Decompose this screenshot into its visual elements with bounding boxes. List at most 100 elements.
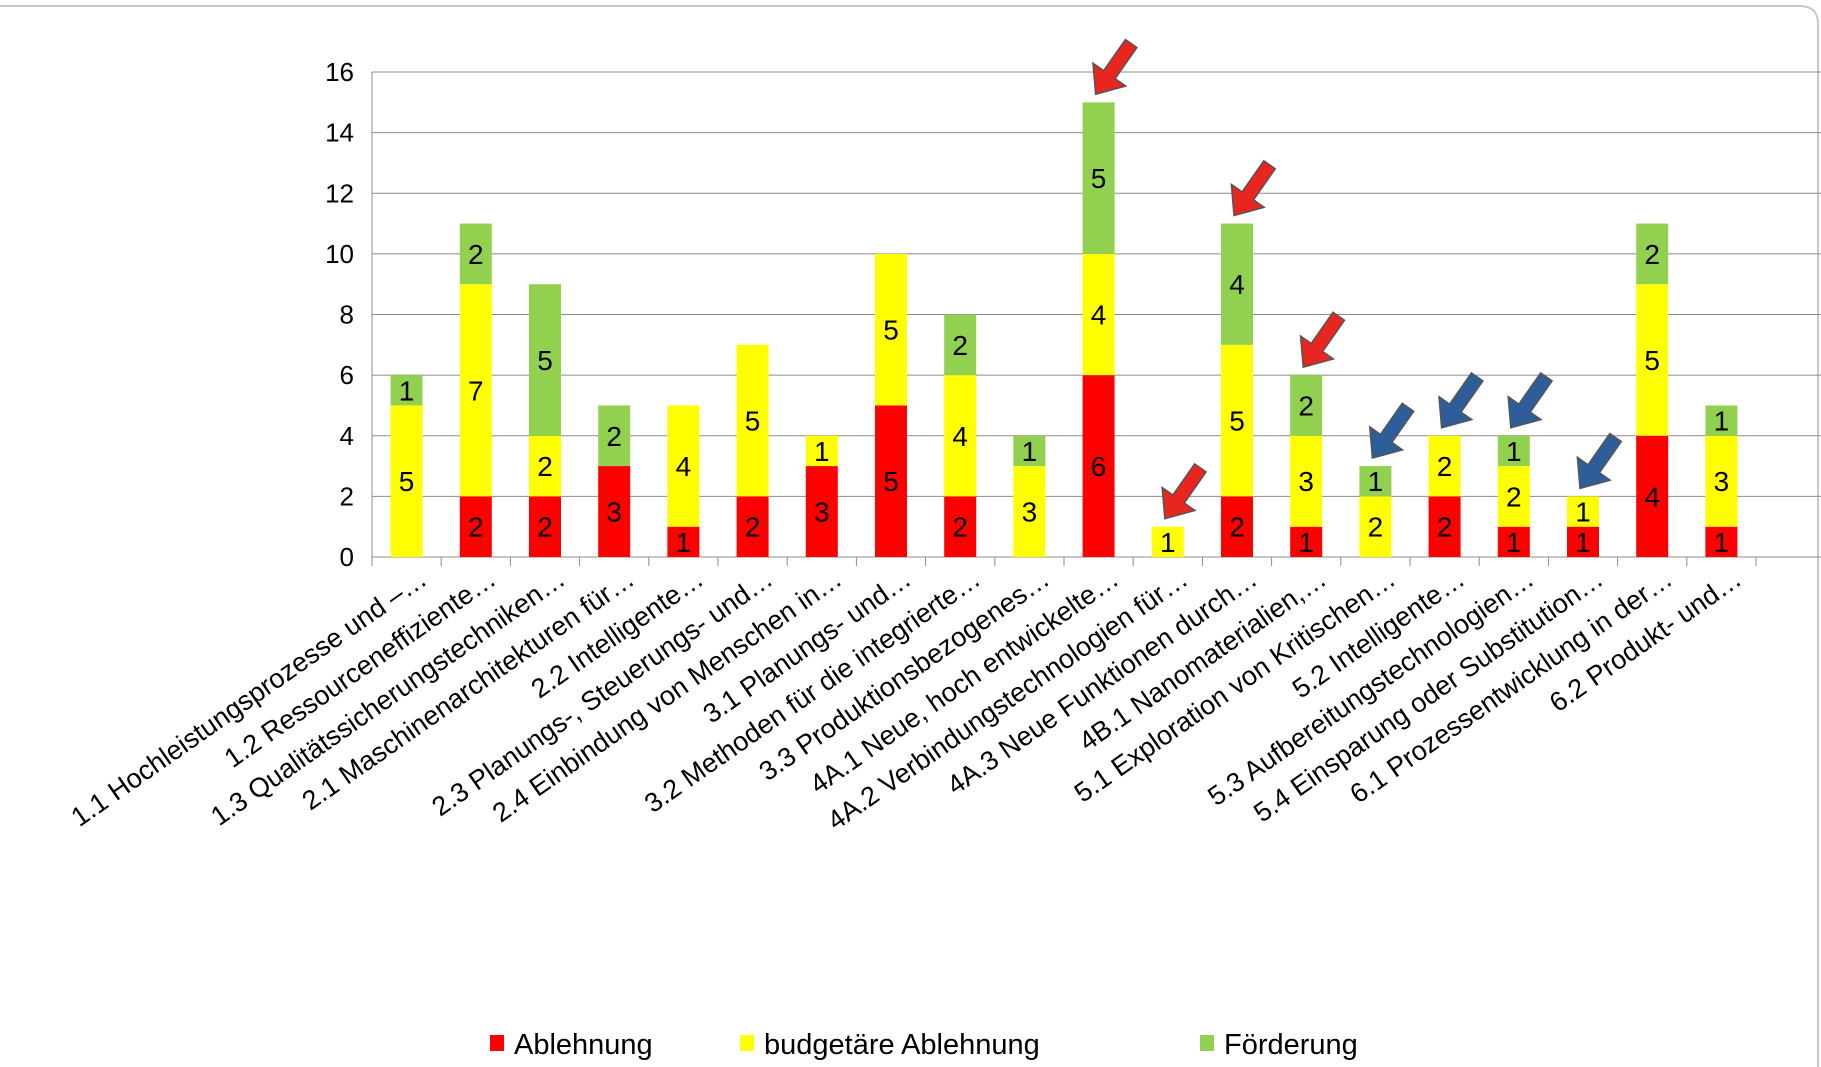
bar-ablehnung [736, 496, 769, 557]
arrow-icon [1230, 159, 1277, 217]
bar-budget-re-ablehnung [459, 284, 492, 497]
data-label: 5 [1091, 163, 1107, 194]
data-label: 1 [1160, 527, 1176, 558]
bar-f-rderung [459, 223, 492, 285]
data-label: 6 [1091, 451, 1107, 482]
legend: Ablehnung budgetäre Ablehnung Förderung [490, 1029, 1358, 1061]
data-label: 1 [1714, 406, 1730, 437]
data-label: 1 [1714, 527, 1730, 558]
bar-f-rderung [598, 405, 631, 467]
bar-budget-re-ablehnung [1221, 344, 1253, 497]
data-label: 2 [745, 512, 761, 543]
data-label: 1 [1298, 527, 1314, 558]
data-label: 2 [1229, 512, 1245, 543]
bar-ablehnung [598, 466, 631, 557]
x-tick-labels: 1.1 Hochleistungsprozesse und –…1.2 Ress… [66, 563, 1747, 836]
data-label: 2 [1368, 512, 1384, 543]
bar-budget-re-ablehnung [529, 435, 561, 497]
data-label: 1 [1022, 436, 1038, 467]
y-tick-label: 6 [340, 360, 354, 390]
bar-f-rderung [1290, 375, 1323, 436]
data-label: 1 [1575, 527, 1591, 558]
arrow-icon [1161, 462, 1208, 520]
data-label: 5 [399, 466, 415, 497]
data-label: 2 [1437, 451, 1453, 482]
y-tick-label: 8 [340, 300, 354, 330]
data-label: 3 [606, 497, 622, 528]
data-label: 1 [1368, 466, 1384, 497]
data-label: 1 [814, 436, 830, 467]
y-tick-label: 2 [340, 481, 354, 511]
bar-budget-re-ablehnung [805, 435, 838, 467]
data-label: 2 [606, 421, 622, 452]
data-label: 7 [468, 375, 484, 406]
bar-ablehnung [1290, 526, 1323, 557]
bar-budget-re-ablehnung [1013, 466, 1046, 557]
data-label: 1 [1575, 497, 1591, 528]
legend-label: Ablehnung [514, 1029, 653, 1061]
x-tick-label: 1.2 Ressourceneffiziente… [219, 563, 501, 773]
data-label: 5 [1644, 345, 1660, 376]
bar-ablehnung [944, 496, 977, 557]
data-label: 2 [468, 512, 484, 543]
bar-budget-re-ablehnung [1567, 496, 1599, 527]
y-tick-label: 4 [340, 421, 354, 451]
bar-f-rderung [1497, 435, 1530, 467]
bar-budget-re-ablehnung [1428, 435, 1461, 497]
data-label: 2 [952, 512, 968, 543]
bar-f-rderung [944, 314, 977, 376]
legend-swatch [740, 1035, 754, 1051]
bar-ablehnung [459, 496, 492, 557]
bar-ablehnung [1636, 435, 1669, 557]
arrow-icon [1368, 402, 1415, 460]
bar-f-rderung [1359, 466, 1392, 497]
data-label: 4 [952, 421, 968, 452]
bar-budget-re-ablehnung [390, 405, 423, 557]
data-label: 2 [537, 451, 553, 482]
bar-ablehnung [529, 496, 561, 557]
data-label: 2 [468, 239, 484, 270]
bar-ablehnung [1221, 496, 1253, 557]
bar-f-rderung [1013, 435, 1046, 467]
data-label: 1 [1506, 436, 1522, 467]
y-tick-label: 14 [325, 118, 354, 148]
bar-budget-re-ablehnung [1082, 253, 1115, 376]
bar-f-rderung [1636, 223, 1669, 285]
bar-budget-re-ablehnung [875, 253, 907, 406]
data-label: 3 [814, 497, 830, 528]
data-label: 2 [1644, 239, 1660, 270]
data-label: 1 [399, 375, 415, 406]
data-label: 2 [1506, 481, 1522, 512]
arrow-icon [1438, 371, 1484, 429]
bar-ablehnung [1497, 526, 1530, 557]
bar-ablehnung [1082, 375, 1115, 557]
bar-f-rderung [529, 284, 561, 436]
data-label: 2 [1298, 390, 1314, 421]
data-label: 4 [1229, 269, 1245, 300]
legend-swatch [490, 1035, 504, 1051]
arrow-icon [1507, 371, 1554, 429]
data-label: 3 [1714, 466, 1730, 497]
bar-ablehnung [667, 526, 700, 557]
data-label: 4 [676, 451, 692, 482]
bar-budget-re-ablehnung [1359, 496, 1392, 557]
arrow-icon [1092, 38, 1138, 96]
bar-ablehnung [875, 405, 907, 557]
data-label: 4 [1091, 300, 1107, 331]
y-tick-label: 16 [325, 57, 354, 87]
bar-budget-re-ablehnung [1705, 435, 1738, 527]
legend-swatch [1200, 1035, 1214, 1051]
data-label: 5 [883, 466, 899, 497]
bar-budget-re-ablehnung [1497, 466, 1530, 527]
y-tick-label: 12 [325, 178, 354, 208]
bar-ablehnung [1705, 526, 1738, 557]
data-label: 5 [883, 315, 899, 346]
arrow-icon [1576, 432, 1623, 490]
bar-budget-re-ablehnung [944, 375, 977, 497]
data-label: 2 [952, 330, 968, 361]
data-label: 3 [1022, 497, 1038, 528]
bar-budget-re-ablehnung [1151, 526, 1184, 557]
data-label: 5 [1229, 406, 1245, 437]
